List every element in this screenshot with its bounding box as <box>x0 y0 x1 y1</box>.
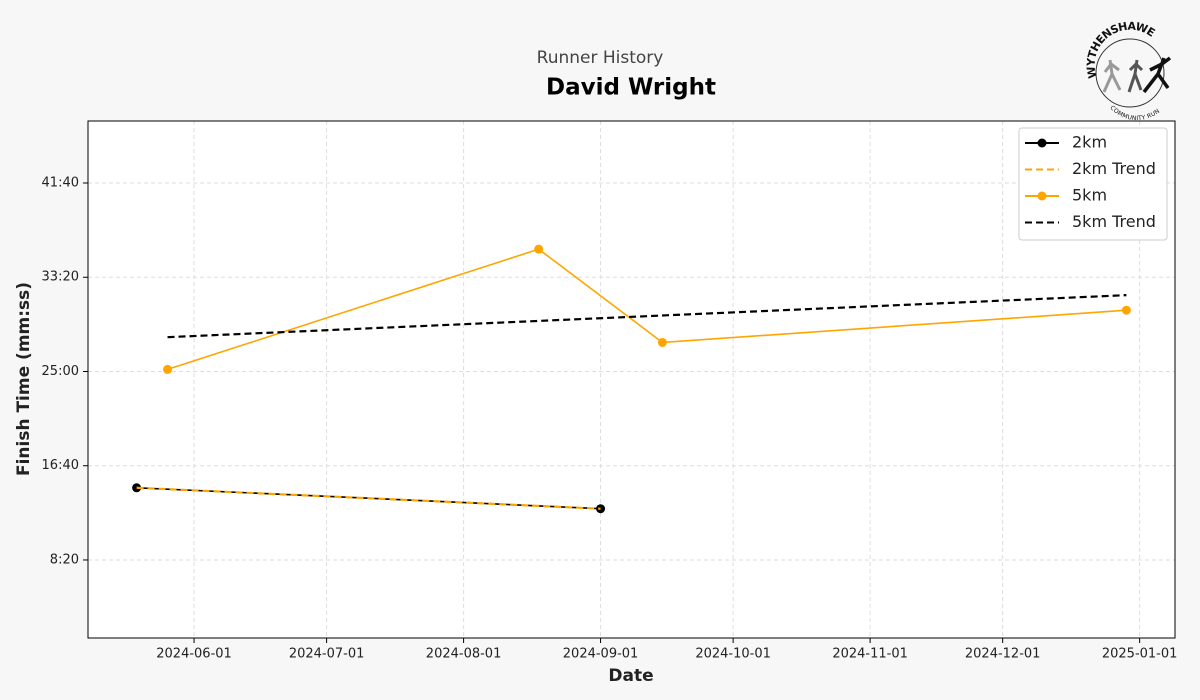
series-line <box>136 486 601 510</box>
logo-top-path: WYTHENSHAWE <box>1084 20 1157 80</box>
y-tick-label: 33:20 <box>42 270 79 285</box>
legend-label: 2km <box>1072 133 1107 152</box>
y-tick-label: 25:00 <box>42 364 79 379</box>
data-point <box>1121 305 1131 315</box>
x-tick-label: 2024-10-01 <box>695 647 771 662</box>
x-tick-label: 2024-07-01 <box>289 647 365 662</box>
logo: WYTHENSHAWE COMMUNITY RUN <box>1084 20 1172 122</box>
logo-runner <box>1142 56 1172 94</box>
y-tick-label: 16:40 <box>42 458 79 473</box>
legend-label: 2km Trend <box>1072 159 1156 178</box>
logo-runner <box>1127 59 1144 93</box>
data-point <box>657 337 667 347</box>
x-tick-label: 2024-08-01 <box>426 647 502 662</box>
legend-box <box>1018 127 1168 241</box>
legend: 2km 2km Trend 5km 5km Trend <box>1018 127 1168 241</box>
x-tick-label: 2024-09-01 <box>563 647 639 662</box>
y-tick-label: 41:40 <box>42 176 79 191</box>
logo-runner <box>1102 59 1122 93</box>
x-tick-label: 2024-06-01 <box>156 647 232 662</box>
x-tick-label: 2024-11-01 <box>832 647 908 662</box>
x-axis-label: Date <box>608 666 653 686</box>
y-tick-label: 8:20 <box>50 552 79 567</box>
legend-marker <box>1037 191 1047 201</box>
legend-label: 5km Trend <box>1072 212 1156 231</box>
data-point <box>163 364 173 374</box>
x-tick-label: 2024-12-01 <box>965 647 1041 662</box>
legend-marker <box>1037 138 1047 148</box>
chart-subtitle: David Wright <box>546 75 716 101</box>
plot-frame <box>87 120 1176 639</box>
data-point <box>596 504 606 514</box>
chart-title: Runner History <box>537 48 664 68</box>
series-line <box>167 294 1127 339</box>
logo-ring <box>1095 38 1165 108</box>
x-tick-label: 2025-01-01 <box>1102 647 1178 662</box>
series-line <box>167 248 1127 371</box>
legend-label: 5km <box>1072 186 1107 205</box>
data-point <box>534 244 544 254</box>
plot-area <box>88 121 1175 638</box>
logo-top-text: WYTHENSHAWE <box>1084 20 1157 80</box>
y-axis-label: Finish Time (mm:ss) <box>14 282 34 476</box>
